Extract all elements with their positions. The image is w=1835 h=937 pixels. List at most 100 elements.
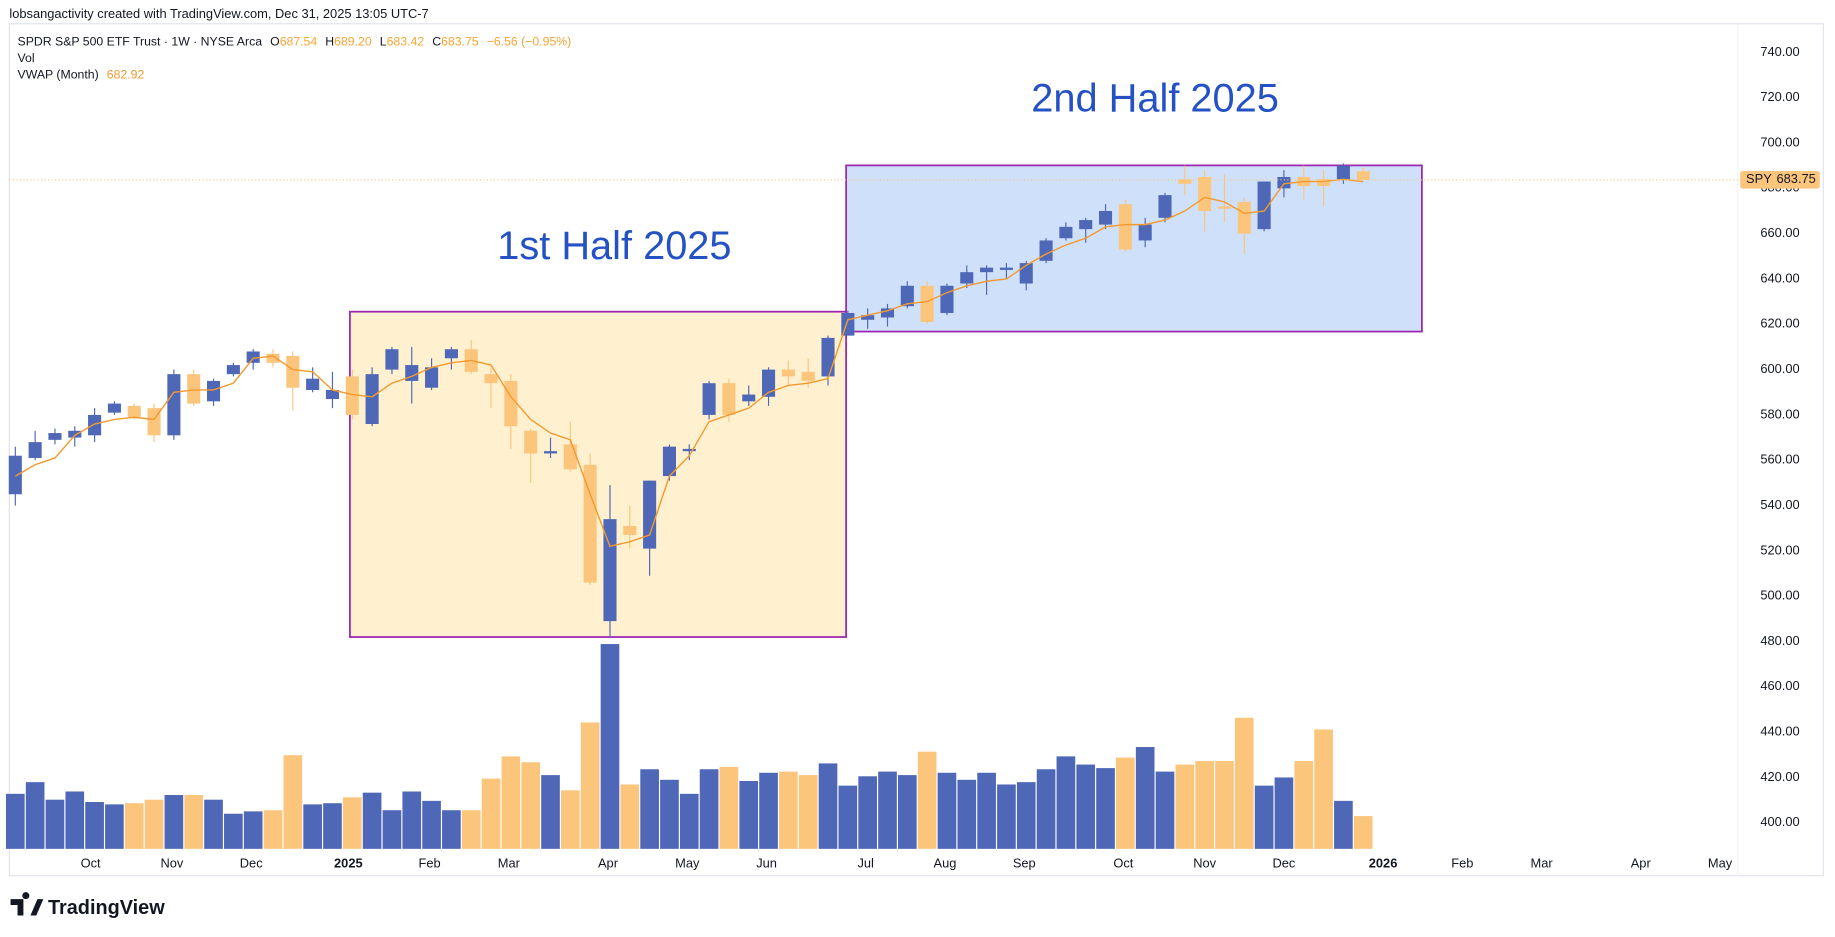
marks <box>5 163 1738 849</box>
volume-bar <box>699 769 719 849</box>
candle-body <box>1317 179 1331 187</box>
y-tick-label: 420.00 <box>1760 769 1799 784</box>
candle-body <box>504 380 518 427</box>
legend-volume: Vol <box>18 51 35 65</box>
volume-bar <box>342 797 362 849</box>
volume-bar <box>1353 816 1373 849</box>
volume-bar <box>1234 717 1254 849</box>
candle-body <box>543 451 558 454</box>
candle-body <box>246 351 260 363</box>
volume-bar <box>45 799 65 849</box>
legend-value: 687.54 <box>280 35 318 49</box>
candle-body <box>722 383 736 415</box>
candle-body <box>1118 204 1132 250</box>
volume-bar <box>422 800 441 849</box>
x-tick-label: May <box>675 855 700 870</box>
candle-body <box>1257 181 1271 230</box>
x-tick-label: Feb <box>1451 855 1473 870</box>
candle-body <box>861 315 875 320</box>
volume-bar <box>620 784 640 849</box>
volume-bar <box>1254 785 1274 849</box>
x-tick-label: Jul <box>857 855 873 870</box>
volume-bar <box>798 775 818 849</box>
candle-body <box>88 414 102 436</box>
volume-bar <box>144 799 164 849</box>
candle-body <box>306 378 320 390</box>
candle-body <box>583 464 597 583</box>
volume-bar <box>263 810 283 849</box>
candle-body <box>385 349 399 370</box>
candle-body <box>524 430 538 454</box>
candle-body <box>425 367 439 388</box>
volume-bar <box>679 793 699 849</box>
x-tick-label: Oct <box>81 855 101 870</box>
volume-bar <box>184 795 204 849</box>
x-tick-label: May <box>1708 855 1733 870</box>
last-price-ticker: SPY <box>1746 171 1772 186</box>
candle-body <box>1039 240 1053 261</box>
y-tick-label: 520.00 <box>1760 542 1799 557</box>
volume-bar <box>1195 761 1214 849</box>
volume-bar <box>759 772 778 849</box>
annotation: 2nd Half 2025 <box>1031 77 1279 121</box>
candle-body <box>999 267 1013 270</box>
x-tick-label: Mar <box>1531 855 1554 870</box>
candle-body <box>1277 177 1291 189</box>
volume-bar <box>303 804 322 849</box>
brand-logo: TradingView <box>10 892 165 919</box>
candle-body <box>662 446 676 477</box>
candle-body <box>484 374 498 384</box>
volume-bar <box>917 751 937 849</box>
volume-bar <box>838 785 858 849</box>
volume-bar <box>323 803 342 849</box>
y-tick-label: 740.00 <box>1760 44 1799 59</box>
legend-value: 683.42 <box>387 35 425 49</box>
brand-name: TradingView <box>48 897 165 919</box>
volume-bar <box>124 803 144 849</box>
volume-bar <box>501 756 521 849</box>
volume-bar <box>1314 729 1333 849</box>
volume-bar <box>977 772 996 849</box>
y-tick-label: 460.00 <box>1760 678 1799 693</box>
volume-bar <box>1274 777 1294 849</box>
volume-bar <box>481 778 501 849</box>
candle-body <box>1356 171 1370 180</box>
volume-bar <box>442 810 461 849</box>
volume-bar <box>1135 747 1155 849</box>
y-tick-label: 640.00 <box>1760 270 1799 285</box>
volume-bar <box>1056 756 1076 849</box>
volume-bar <box>878 771 897 849</box>
volume-bar <box>818 763 838 849</box>
volume-bar <box>1096 768 1115 849</box>
legend-key: O <box>270 35 280 49</box>
volume-bar <box>660 779 679 849</box>
candle-body <box>167 374 181 436</box>
x-tick-label: Aug <box>934 855 957 870</box>
candle-body <box>563 444 577 470</box>
candle-body <box>682 448 696 452</box>
candle-body <box>28 442 42 458</box>
candle-body <box>762 369 776 397</box>
volume-bar <box>224 813 243 849</box>
last-price-tag <box>1740 171 1820 189</box>
candle-body <box>1336 165 1350 180</box>
x-tick-label: Dec <box>1272 855 1295 870</box>
volume-bar <box>1294 761 1314 849</box>
candle-body <box>940 285 954 313</box>
y-tick-label: 480.00 <box>1760 633 1799 648</box>
volume-bar <box>1155 771 1175 849</box>
candle-body <box>801 371 815 381</box>
candle-body <box>226 365 240 375</box>
candle-body <box>286 356 300 388</box>
candle-body <box>345 376 359 415</box>
x-tick-label: Apr <box>1631 855 1652 870</box>
volume-bar <box>1116 757 1135 849</box>
volume-bar <box>1016 782 1036 849</box>
x-tick-label: Sep <box>1013 855 1036 870</box>
x-tick-label: Apr <box>598 855 619 870</box>
candle-body <box>325 389 340 400</box>
legend-vwap-label: VWAP (Month) <box>18 68 99 82</box>
x-tick-label: Nov <box>1193 855 1216 870</box>
legend-change: −6.56 (−0.95%) <box>487 35 572 49</box>
